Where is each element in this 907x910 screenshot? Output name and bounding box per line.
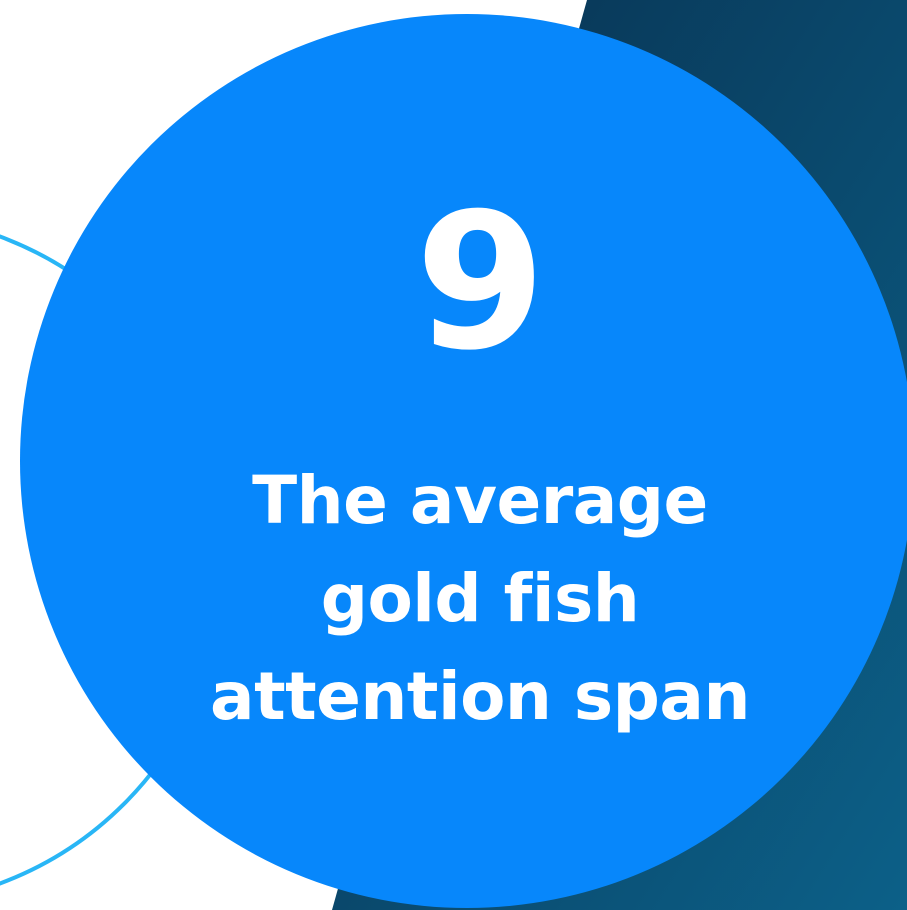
stat-caption: The average gold fish attention span	[190, 452, 770, 746]
main-blue-circle	[20, 14, 907, 908]
stat-number: 9	[415, 173, 546, 392]
caption-line-2: gold fish	[320, 560, 640, 637]
caption-line-3: attention span	[210, 658, 750, 735]
caption-line-1: The average	[252, 462, 708, 539]
